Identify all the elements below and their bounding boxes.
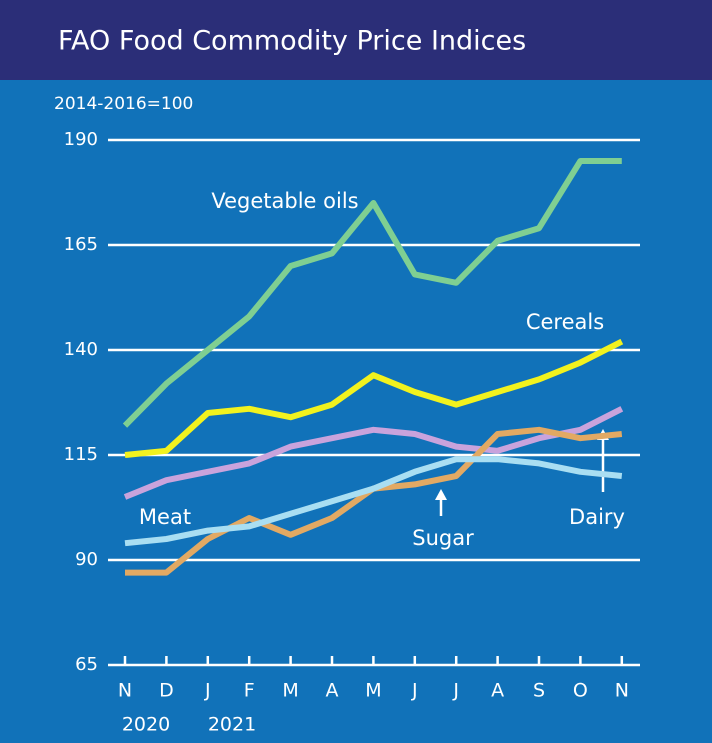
series-label: Sugar: [393, 526, 493, 550]
x-tick-label: S: [533, 680, 545, 702]
year-label: 2020: [122, 714, 170, 736]
x-tick-label: F: [244, 680, 255, 702]
y-tick-label: 65: [75, 654, 98, 675]
chart-subtitle: 2014-2016=100: [54, 94, 193, 114]
x-tick-label: N: [615, 680, 629, 702]
series-line: [125, 161, 622, 426]
x-tick-label: O: [573, 680, 588, 702]
series-line: [125, 430, 622, 573]
series-label: Meat: [125, 505, 205, 529]
chart-title: FAO Food Commodity Price Indices: [58, 26, 526, 57]
x-tick-label: J: [204, 680, 211, 702]
x-tick-label: J: [452, 680, 459, 702]
year-label: 2021: [208, 714, 256, 736]
x-tick-label: A: [326, 680, 339, 702]
series-label: Vegetable oils: [210, 189, 360, 213]
y-tick-label: 90: [75, 549, 98, 570]
x-tick-label: M: [365, 680, 381, 702]
series-label: Dairy: [557, 505, 637, 529]
x-tick-label: A: [491, 680, 504, 702]
series-label: Cereals: [505, 310, 625, 334]
y-tick-label: 165: [64, 234, 98, 255]
x-tick-label: N: [118, 680, 132, 702]
y-tick-label: 190: [64, 129, 98, 150]
x-tick-label: D: [159, 680, 174, 702]
x-tick-label: J: [411, 680, 418, 702]
y-tick-label: 140: [64, 339, 98, 360]
chart: FAO Food Commodity Price Indices 2014-20…: [0, 0, 712, 743]
x-tick-label: M: [282, 680, 298, 702]
y-tick-label: 115: [64, 444, 98, 465]
sugar-arrow: [435, 489, 447, 516]
chart-page: FAO Food Commodity Price Indices 2014-20…: [0, 0, 712, 743]
